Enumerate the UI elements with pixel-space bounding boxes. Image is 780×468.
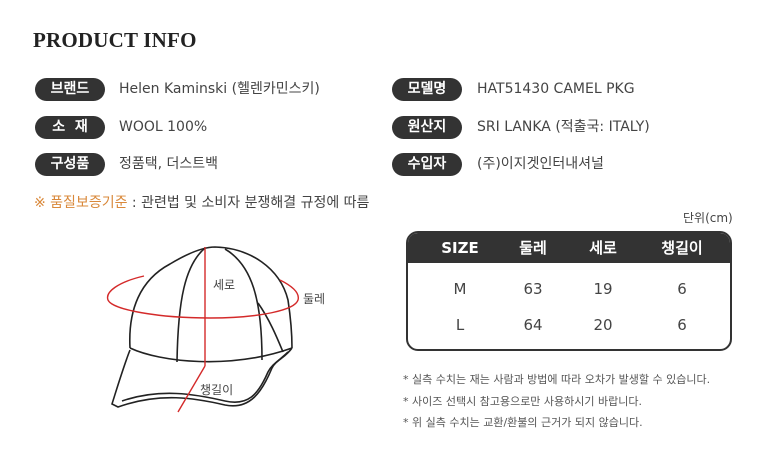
- quality-text: : 관련법 및 소비자 분쟁해결 규정에 따름: [127, 195, 370, 211]
- quality-label: ※ 품질보증기준: [34, 195, 128, 211]
- label-material: 소 재: [35, 116, 105, 139]
- label-origin: 원산지: [392, 116, 462, 139]
- brim-line: [177, 365, 206, 413]
- value-brand: Helen Kaminski (헬렌카민스키): [119, 81, 320, 97]
- quality-guarantee: ※ 품질보증기준 : 관련법 및 소비자 분쟁해결 규정에 따름: [34, 192, 369, 212]
- label-model: 모델명: [392, 78, 462, 101]
- header-height: 세로: [589, 239, 617, 257]
- value-material: WOOL 100%: [119, 119, 208, 135]
- cell-brim: 6: [677, 316, 687, 334]
- cell-size: M: [453, 280, 467, 298]
- value-model: HAT51430 CAMEL PKG: [477, 81, 635, 97]
- size-table: SIZE 둘레 세로 챙길이 M 63 19 6 L 64 20 6: [406, 231, 732, 351]
- cell-circumference: 63: [523, 280, 543, 298]
- cap-diagram: 세로 둘레 챙길이: [106, 246, 325, 413]
- note: * 위 실측 수치는 교환/환불의 근거가 되지 않습니다.: [403, 416, 643, 429]
- label-brand: 브랜드: [35, 78, 105, 101]
- brim-label: 챙길이: [200, 382, 233, 397]
- circumference-label: 둘레: [303, 292, 325, 306]
- cell-height: 20: [593, 316, 613, 334]
- cell-circumference: 64: [523, 316, 543, 334]
- cell-brim: 6: [677, 280, 687, 298]
- label-components: 구성품: [35, 153, 105, 176]
- value-origin: SRI LANKA (적출국: ITALY): [477, 119, 650, 135]
- table-row: L 64 20 6: [408, 307, 730, 343]
- header-brim: 챙길이: [661, 239, 703, 257]
- note: * 사이즈 선택시 참고용으로만 사용하시기 바랍니다.: [403, 394, 642, 408]
- header-size: SIZE: [441, 239, 479, 257]
- page-title: PRODUCT INFO: [33, 28, 197, 52]
- value-components: 정품택, 더스트백: [119, 156, 219, 172]
- header-circumference: 둘레: [519, 239, 547, 257]
- table-header: SIZE 둘레 세로 챙길이: [408, 233, 730, 263]
- unit-label: 단위(cm): [683, 211, 733, 225]
- circumference-line: [106, 275, 299, 319]
- cell-size: L: [455, 316, 465, 334]
- value-importer: (주)이지겟인터내셔널: [477, 156, 604, 172]
- label-importer: 수입자: [392, 153, 462, 176]
- measure-lines: [106, 247, 299, 413]
- notes: * 실측 수치는 재는 사람과 방법에 따라 오차가 발생할 수 있습니다. *…: [403, 369, 710, 434]
- cell-height: 19: [593, 280, 613, 298]
- table-row: M 63 19 6: [408, 271, 730, 307]
- note: * 실측 수치는 재는 사람과 방법에 따라 오차가 발생할 수 있습니다.: [403, 373, 711, 386]
- height-label: 세로: [213, 278, 235, 292]
- cap-outline: [111, 246, 293, 408]
